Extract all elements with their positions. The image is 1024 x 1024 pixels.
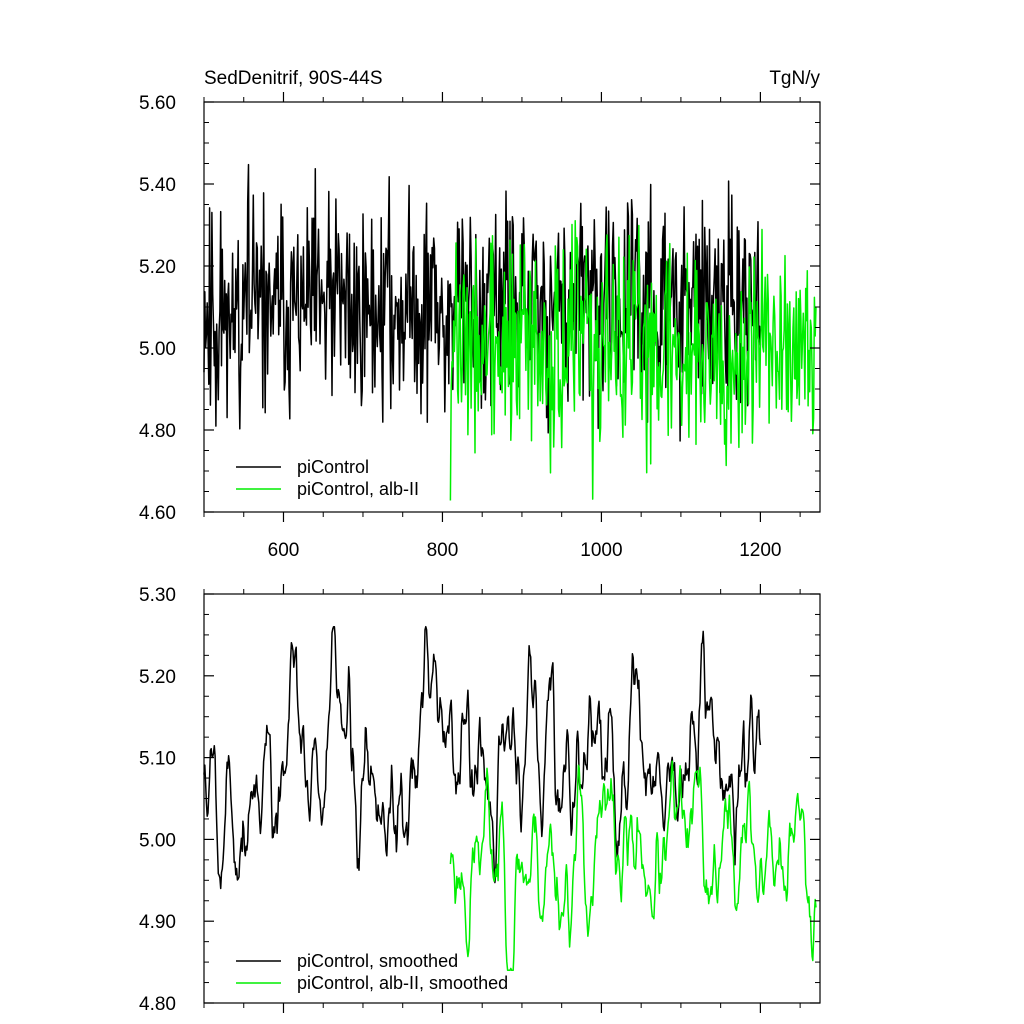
y-tick-label: 4.80 bbox=[139, 421, 176, 442]
legend-label-alb-ii-smoothed: piControl, alb-II, smoothed bbox=[297, 973, 508, 993]
y-tick-label: 5.00 bbox=[139, 830, 176, 851]
x-tick-label: 1200 bbox=[739, 540, 781, 561]
y-tick-label: 4.60 bbox=[139, 503, 176, 524]
top-panel: SedDenitrif, 90S-44S TgN/y 4.60 4.80 5.00 5… bbox=[139, 68, 821, 561]
top-legend: piControl piControl, alb-II bbox=[236, 457, 419, 499]
y-tick-label: 5.20 bbox=[139, 257, 176, 278]
series-line-bottom-0 bbox=[203, 625, 762, 890]
y-tick-label: 5.10 bbox=[139, 749, 176, 770]
y-tick-label: 5.60 bbox=[139, 93, 176, 114]
bottom-series-group bbox=[203, 625, 817, 972]
x-tick-label: 600 bbox=[268, 540, 300, 561]
series-line-bottom-1 bbox=[449, 760, 817, 972]
legend-label-picontrol: piControl bbox=[297, 457, 369, 477]
y-tick-label: 4.90 bbox=[139, 912, 176, 933]
bottom-axes: 4.80 4.90 5.00 5.10 5.20 5.30 bbox=[139, 584, 821, 1015]
x-tick-label: 800 bbox=[427, 540, 459, 561]
legend-label-picontrol-smoothed: piControl, smoothed bbox=[297, 951, 458, 971]
units-label: TgN/y bbox=[769, 68, 820, 89]
series-line-top-0 bbox=[203, 163, 762, 442]
bottom-legend: piControl, smoothed piControl, alb-II, s… bbox=[236, 951, 508, 993]
y-tick-label: 5.00 bbox=[139, 339, 176, 360]
y-tick-label: 5.40 bbox=[139, 175, 176, 196]
top-series-group bbox=[203, 163, 817, 501]
y-tick-label: 4.80 bbox=[139, 994, 176, 1015]
chart-title: SedDenitrif, 90S-44S bbox=[204, 68, 383, 89]
top-axes: 4.60 4.80 5.00 5.20 5.40 5.60 600 800 1000 1200 bbox=[139, 92, 821, 561]
bottom-panel: 4.80 4.90 5.00 5.10 5.20 5.30 piControl, smoo… bbox=[139, 584, 821, 1015]
y-tick-label: 5.20 bbox=[139, 667, 176, 688]
series-line-top-1 bbox=[449, 220, 817, 501]
legend-label-alb-ii: piControl, alb-II bbox=[297, 479, 419, 499]
y-tick-label: 5.30 bbox=[139, 585, 176, 606]
x-tick-label: 1000 bbox=[580, 540, 622, 561]
